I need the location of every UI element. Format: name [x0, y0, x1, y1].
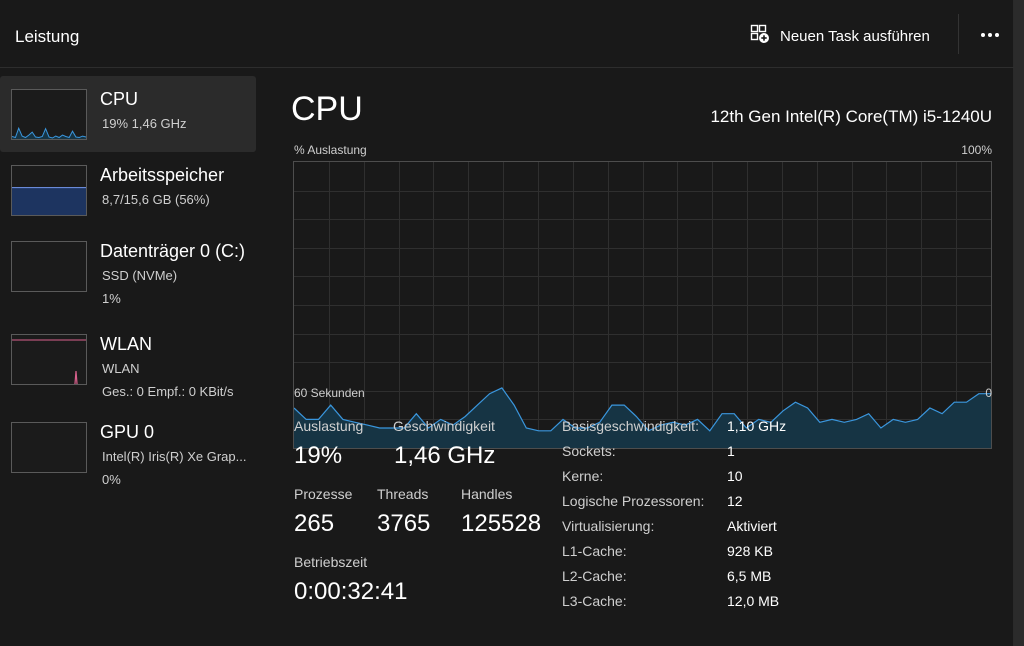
memory-thumbnail-graph [11, 165, 87, 216]
sidebar-item-detail: Ges.: 0 Empf.: 0 KBit/s [102, 384, 234, 399]
spec-row: Logische Prozessoren: 12 [562, 493, 992, 513]
spec-value: 12 [727, 493, 743, 509]
threads-label: Threads [377, 486, 429, 502]
sidebar-item-subtitle: 8,7/15,6 GB (56%) [102, 192, 210, 207]
spec-key: Kerne: [562, 468, 604, 484]
wlan-thumbnail-graph [11, 334, 87, 385]
cpu-usage-graph [293, 161, 992, 449]
sidebar-item-wlan[interactable]: WLAN WLAN Ges.: 0 Empf.: 0 KBit/s [0, 321, 256, 399]
spec-value: 12,0 MB [727, 593, 780, 609]
wlan-thumb-spike [74, 370, 78, 384]
speed-value: 1,46 GHz [394, 442, 496, 469]
spec-key: Basisgeschwindigkeit: [562, 418, 699, 434]
gpu-thumbnail-graph [11, 422, 87, 473]
spec-value: 6,5 MB [727, 568, 772, 584]
sidebar-item-subtitle: WLAN [102, 361, 140, 376]
spec-value: Aktiviert [727, 518, 777, 534]
handles-label: Handles [461, 486, 513, 502]
window-edge [1014, 0, 1024, 646]
graph-time-end: 0 [985, 386, 992, 400]
sidebar-item-detail: 1% [102, 291, 121, 306]
graph-y-max: 100% [961, 143, 992, 157]
spec-value: 1,10 GHz [727, 418, 787, 434]
sidebar-item-subtitle: SSD (NVMe) [102, 268, 178, 283]
spec-key: Virtualisierung: [562, 518, 655, 534]
sidebar-item-memory[interactable]: Arbeitsspeicher 8,7/15,6 GB (56%) [0, 152, 256, 228]
sidebar-item-detail: 0% [102, 472, 121, 487]
wlan-thumbnail-svg [12, 339, 86, 384]
spec-key: L3-Cache: [562, 593, 627, 609]
page-title: Leistung [15, 27, 80, 46]
memory-thumb-fill [12, 187, 86, 215]
disk-thumbnail-svg [12, 242, 86, 291]
header-bar: Leistung Neuen Task ausführen [0, 0, 1014, 68]
spec-row: Sockets: 1 [562, 443, 992, 463]
header-divider [958, 14, 959, 54]
spec-value: 10 [727, 468, 743, 484]
uptime-value: 0:00:32:41 [294, 578, 408, 605]
spec-key: L2-Cache: [562, 568, 627, 584]
run-task-icon [750, 24, 770, 49]
more-options-button[interactable] [976, 22, 1004, 48]
sidebar-item-disk[interactable]: Datenträger 0 (C:) SSD (NVMe) 1% [0, 228, 256, 306]
speed-label: Geschwindigkeit [393, 418, 495, 434]
spec-row: L3-Cache: 12,0 MB [562, 593, 992, 613]
cpu-thumbnail-graph [11, 89, 87, 140]
graph-time-start: 60 Sekunden [294, 386, 365, 400]
utilization-value: 19% [294, 442, 343, 469]
processes-label: Prozesse [294, 486, 353, 502]
spec-row: L2-Cache: 6,5 MB [562, 568, 992, 588]
sidebar-item-label: Datenträger 0 (C:) [100, 241, 246, 261]
spec-row: Basisgeschwindigkeit: 1,10 GHz [562, 418, 992, 438]
cpu-thumb-area [12, 128, 86, 139]
sidebar-item-gpu[interactable]: GPU 0 Intel(R) Iris(R) Xe Grap... 0% [0, 409, 256, 487]
cpu-title: CPU [291, 90, 363, 128]
spec-row: L1-Cache: 928 KB [562, 543, 992, 563]
run-new-task-button[interactable]: Neuen Task ausführen [750, 22, 930, 50]
cpu-detail-panel: CPU 12th Gen Intel(R) Core(TM) i5-1240U … [275, 68, 1014, 646]
cpu-thumbnail-svg [12, 126, 86, 139]
uptime-label: Betriebszeit [294, 554, 368, 570]
spec-value: 928 KB [727, 543, 773, 559]
gpu-thumbnail-svg [12, 423, 86, 473]
sidebar-item-label: CPU [100, 89, 139, 109]
sidebar-item-label: Arbeitsspeicher [100, 165, 225, 185]
cpu-usage-line [294, 387, 991, 432]
sidebar-item-label: GPU 0 [100, 422, 155, 442]
cpu-model: 12th Gen Intel(R) Core(TM) i5-1240U [710, 107, 992, 126]
dot [995, 33, 999, 37]
spec-row: Kerne: 10 [562, 468, 992, 488]
spec-key: Logische Prozessoren: [562, 493, 705, 509]
spec-row: Virtualisierung: Aktiviert [562, 518, 992, 538]
sidebar-item-cpu[interactable]: CPU 19% 1,46 GHz [0, 76, 256, 152]
sidebar-item-subtitle: 19% 1,46 GHz [102, 116, 187, 131]
spec-key: Sockets: [562, 443, 616, 459]
cpu-usage-area [294, 387, 991, 448]
spec-key: L1-Cache: [562, 543, 627, 559]
graph-y-label: % Auslastung [294, 143, 367, 157]
dot [981, 33, 985, 37]
threads-value: 3765 [377, 510, 431, 537]
cpu-thumb-line [12, 126, 86, 139]
run-task-label: Neuen Task ausführen [780, 27, 930, 45]
sidebar-item-label: WLAN [100, 334, 153, 354]
utilization-label: Auslastung [294, 418, 364, 434]
processes-value: 265 [294, 510, 335, 537]
memory-thumbnail-svg [12, 186, 86, 215]
handles-value: 125528 [461, 510, 542, 537]
dot [988, 33, 992, 37]
cpu-usage-svg [294, 162, 991, 448]
disk-thumbnail-graph [11, 241, 87, 292]
sidebar-item-subtitle: Intel(R) Iris(R) Xe Grap... [102, 449, 247, 464]
spec-value: 1 [727, 443, 735, 459]
